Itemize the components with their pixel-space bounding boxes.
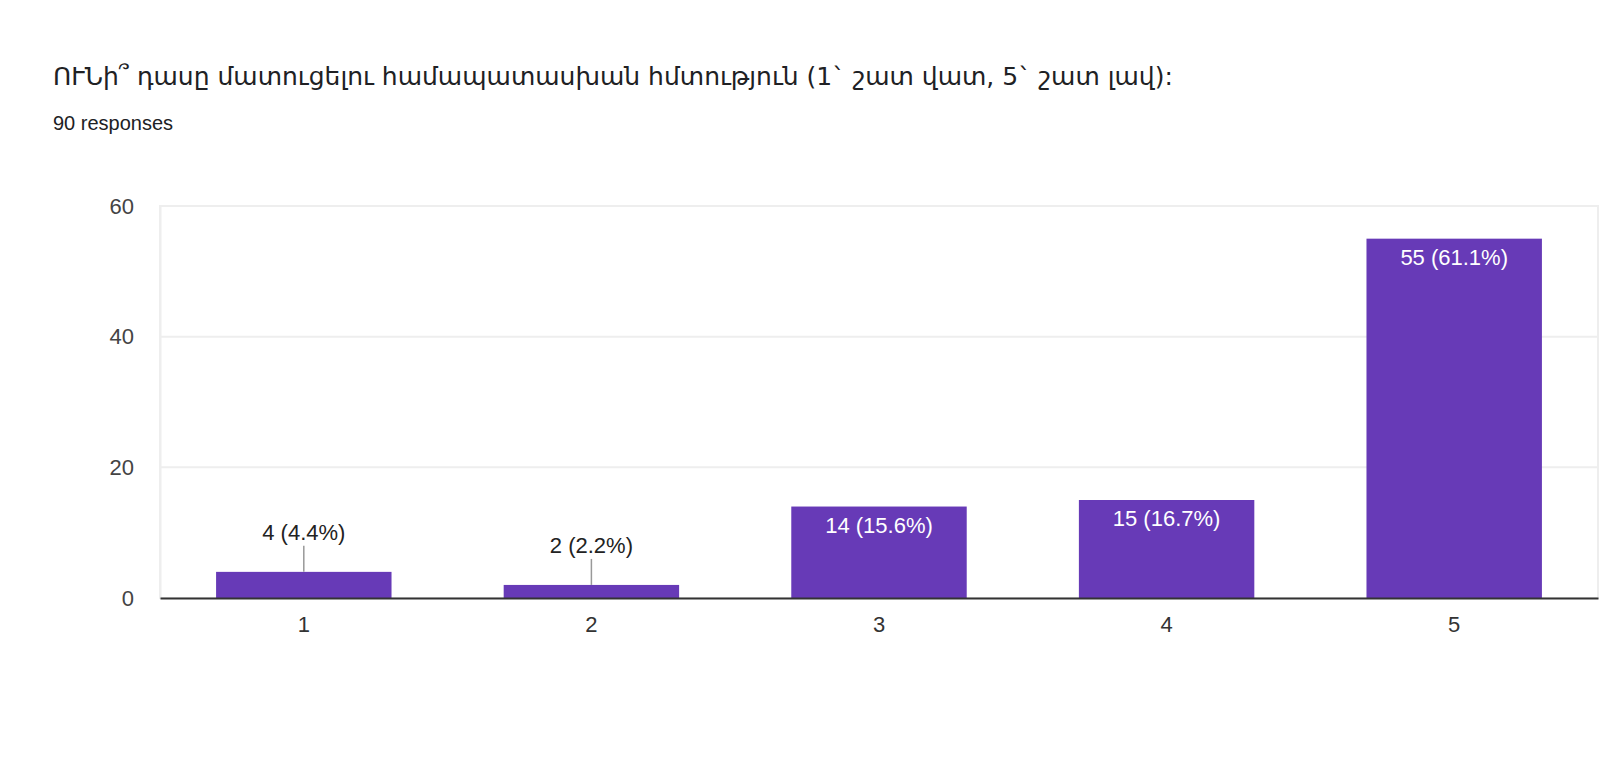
chart: ՈՒՆի՞ դասը մատուցելու համապատասխան հմտու…	[0, 0, 1600, 761]
x-axis-line	[161, 598, 1599, 600]
y-tick: 40	[110, 324, 160, 349]
x-axis: 1 2 3 4 5	[161, 598, 1599, 637]
title: ՈՒՆի՞ դասը մատուցելու համապատասխան հմտու…	[53, 62, 1173, 91]
x-tick-label: 1	[298, 612, 310, 637]
y-tick: 60	[110, 194, 160, 219]
data-label: 4 (4.4%)	[262, 520, 345, 545]
y-tick-label: 20	[110, 455, 134, 480]
y-axis-line	[160, 207, 162, 599]
bar	[1366, 239, 1541, 598]
y-tick-label: 0	[122, 586, 134, 611]
data-label: 55 (61.1%)	[1400, 245, 1508, 270]
bar	[791, 507, 966, 598]
bars	[216, 239, 1542, 598]
plot: 0 20 40 60 1 2 3 4 5 4 (4.4%) 2 (2.2%) 14 (15.6%) 15…	[110, 194, 1599, 637]
y-tick: 0	[122, 586, 160, 611]
bar	[504, 585, 679, 598]
x-tick: 4	[1160, 598, 1172, 637]
y-tick-label: 40	[110, 324, 134, 349]
x-tick-label: 5	[1448, 612, 1460, 637]
label-leader	[591, 559, 593, 585]
bar	[216, 572, 391, 598]
x-tick-label: 4	[1160, 612, 1172, 637]
data-labels: 4 (4.4%) 2 (2.2%) 14 (15.6%) 15 (16.7%) 55 (…	[262, 245, 1508, 585]
y-axis: 0 20 40 60	[110, 194, 161, 611]
x-tick: 1	[298, 598, 310, 637]
x-tick: 2	[585, 598, 597, 637]
x-tick: 5	[1448, 598, 1460, 637]
data-label: 14 (15.6%)	[825, 513, 933, 538]
data-label: 15 (16.7%)	[1113, 506, 1221, 531]
label-leader	[303, 546, 305, 572]
data-label: 2 (2.2%)	[550, 533, 633, 558]
plot-frame	[160, 206, 1598, 598]
x-tick-label: 3	[873, 612, 885, 637]
x-tick-label: 2	[585, 612, 597, 637]
x-tick: 3	[873, 598, 885, 637]
grid-line	[160, 205, 1598, 207]
subtitle: 90 responses	[53, 112, 173, 134]
bar	[1079, 500, 1254, 598]
y-tick-label: 60	[110, 194, 134, 219]
y-tick: 20	[110, 455, 160, 480]
